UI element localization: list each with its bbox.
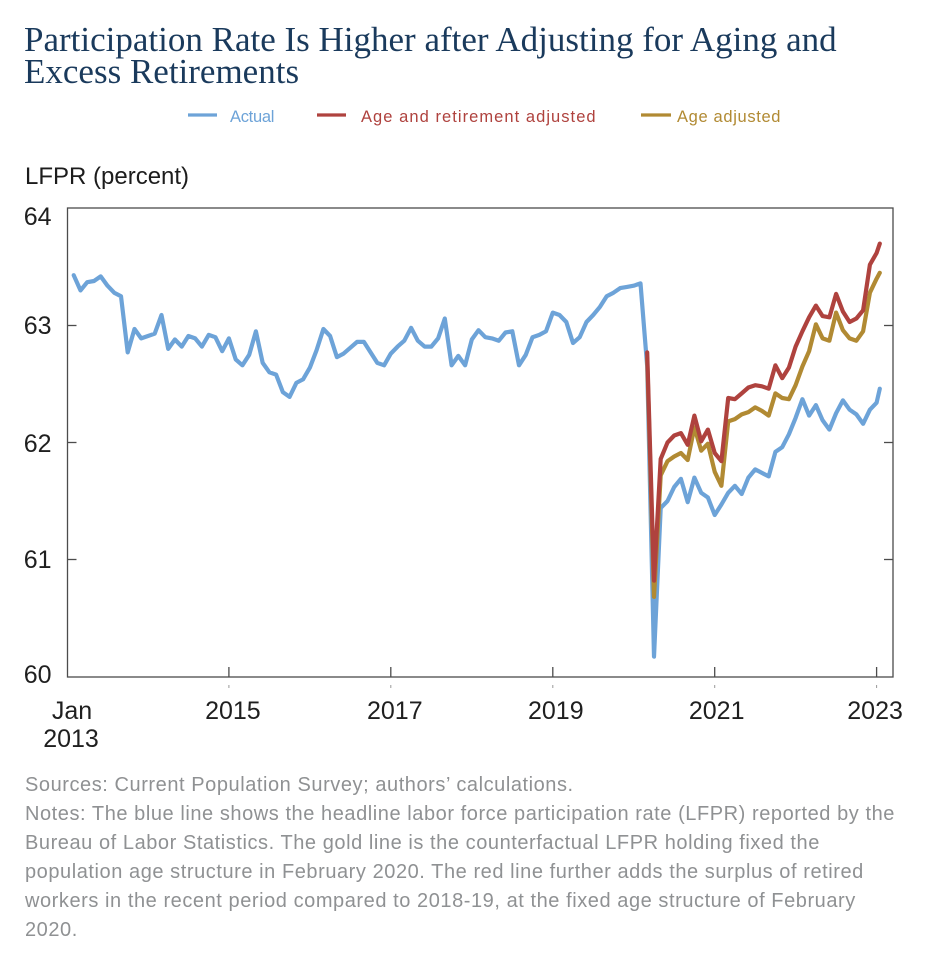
svg-text:LFPR (percent): LFPR (percent)	[25, 163, 189, 190]
svg-text:workers in the recent period c: workers in the recent period compared to…	[24, 890, 856, 912]
svg-text:2019: 2019	[528, 697, 584, 725]
svg-text:Age and retirement adjusted: Age and retirement adjusted	[361, 108, 597, 126]
svg-text:2017: 2017	[367, 697, 423, 725]
svg-text:Participation Rate Is Higher a: Participation Rate Is Higher after Adjus…	[24, 20, 837, 59]
svg-text:Excess Retirements: Excess Retirements	[24, 52, 299, 91]
svg-text:2020.: 2020.	[25, 919, 78, 941]
svg-text:2013: 2013	[43, 725, 99, 753]
svg-text:2015: 2015	[205, 697, 261, 725]
svg-text:Bureau of Labor Statistics. Th: Bureau of Labor Statistics. The gold lin…	[25, 832, 820, 854]
svg-text:population age structure in Fe: population age structure in February 202…	[25, 861, 864, 883]
svg-text:Sources: Current Population Su: Sources: Current Population Survey; auth…	[25, 774, 574, 796]
svg-text:60: 60	[24, 661, 52, 689]
svg-text:Actual: Actual	[230, 108, 274, 126]
svg-text:Age adjusted: Age adjusted	[677, 108, 781, 126]
svg-text:61: 61	[24, 546, 52, 574]
svg-text:2023: 2023	[847, 697, 903, 725]
svg-text:Jan: Jan	[52, 697, 92, 725]
svg-text:64: 64	[24, 203, 52, 231]
svg-text:62: 62	[24, 430, 52, 458]
svg-text:63: 63	[24, 312, 52, 340]
svg-text:Notes: The blue line shows the: Notes: The blue line shows the headline …	[25, 803, 895, 825]
svg-text:2021: 2021	[689, 697, 745, 725]
